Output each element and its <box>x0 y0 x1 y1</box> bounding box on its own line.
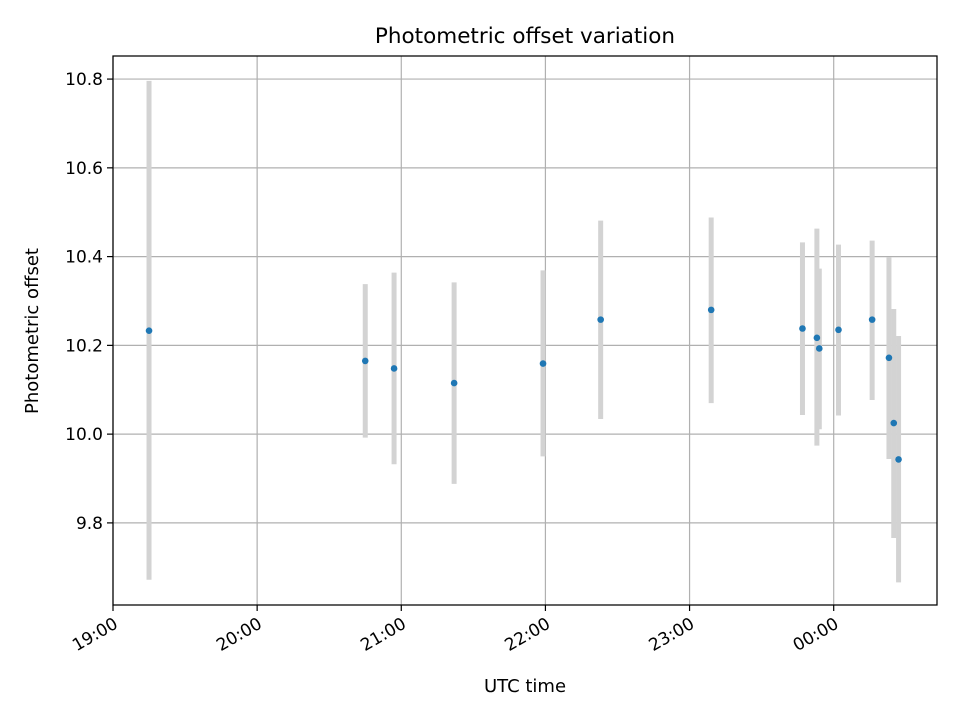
chart-title: Photometric offset variation <box>375 24 675 49</box>
data-point <box>539 360 547 367</box>
y-tick-label: 10.6 <box>65 159 103 179</box>
y-tick-label: 10.2 <box>65 336 103 356</box>
y-tick-label: 10.0 <box>65 425 103 445</box>
y-tick-label: 10.8 <box>65 70 103 90</box>
grid <box>112 56 937 605</box>
plot-frame <box>112 55 938 606</box>
y-tick-label: 9.8 <box>76 514 103 534</box>
data-points <box>145 306 902 463</box>
y-axis-label: Photometric offset <box>22 248 43 414</box>
x-axis-label: UTC time <box>484 676 566 697</box>
data-point <box>597 316 604 323</box>
data-point <box>895 456 902 463</box>
data-point <box>890 419 898 427</box>
y-axis-ticks: 9.8 10.0 10.2 10.4 10.6 10.8 <box>65 70 113 534</box>
data-point <box>815 345 823 352</box>
data-point <box>390 365 398 372</box>
data-point <box>885 354 893 362</box>
data-point <box>145 327 153 335</box>
data-point <box>707 306 715 314</box>
data-point <box>450 379 458 387</box>
data-point <box>813 334 821 342</box>
data-point <box>361 357 369 365</box>
data-point <box>835 326 842 334</box>
data-point <box>868 316 876 323</box>
y-tick-label: 10.4 <box>65 248 103 268</box>
data-point <box>799 325 806 332</box>
